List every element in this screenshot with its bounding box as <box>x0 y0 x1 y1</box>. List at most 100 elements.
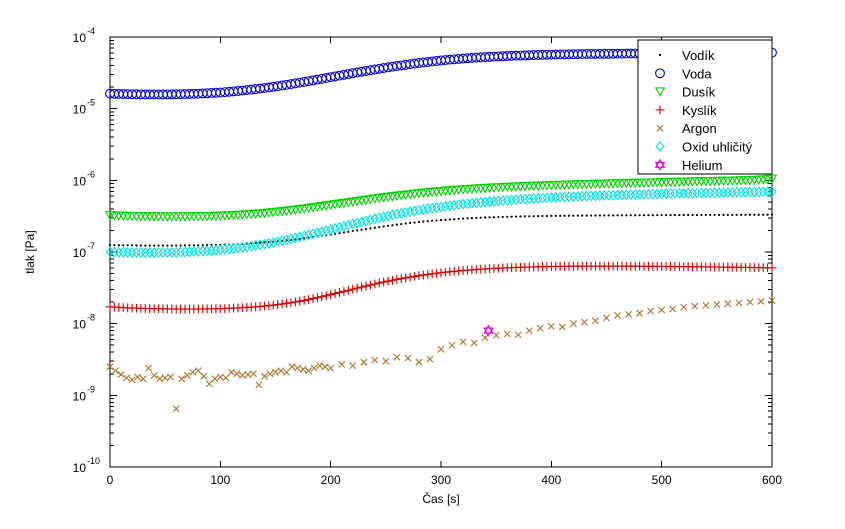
legend-item-argon[interactable]: Argon <box>656 121 717 136</box>
data-point-marker-dot <box>170 244 173 247</box>
triangle-down-marker <box>179 212 191 222</box>
data-point-marker-plus <box>348 284 358 294</box>
cross-marker-b <box>371 356 379 364</box>
data-point-marker-cross <box>735 299 743 307</box>
data-point-marker-dot <box>585 214 588 217</box>
triangle-down-marker <box>197 212 208 222</box>
legend-item-dus-k[interactable]: Dusík <box>654 85 716 100</box>
cross-marker-b <box>145 364 153 372</box>
data-point-marker-diamond <box>441 200 450 212</box>
data-point-marker-plus <box>361 281 371 291</box>
dot-marker <box>740 213 743 216</box>
data-point-marker-triangle-down <box>175 212 186 222</box>
triangle-down-marker <box>532 181 544 191</box>
data-point-marker-cross <box>321 363 329 371</box>
triangle-down-marker <box>638 178 650 188</box>
data-point-marker-dot <box>695 213 699 217</box>
data-point-marker-cross <box>139 375 147 383</box>
data-point-marker-hexagram <box>483 324 494 337</box>
data-point-marker-cross <box>227 368 235 376</box>
dot-marker <box>656 214 659 217</box>
data-point-marker-plus <box>365 280 375 290</box>
data-point-marker-cross <box>656 124 664 132</box>
triangle-down-marker <box>678 177 689 188</box>
data-point-marker-plus <box>326 290 336 300</box>
legend-item-vod-k[interactable]: Vodík <box>658 48 715 63</box>
data-point-marker-dot <box>673 214 676 217</box>
data-point-marker-dot <box>563 214 566 217</box>
data-point-marker-cross <box>558 323 566 331</box>
cross-marker-b <box>233 370 241 378</box>
data-point-marker-cross <box>255 381 263 389</box>
data-point-marker-dot <box>179 244 182 247</box>
data-point-marker-dot <box>545 214 549 218</box>
legend-item-kysl-k[interactable]: Kyslík <box>655 103 718 118</box>
data-point-marker-plus <box>383 276 393 286</box>
dot-marker <box>585 214 588 217</box>
y-tick-label-mantissa: 10 <box>73 103 87 117</box>
diamond-marker <box>498 195 508 207</box>
data-point-marker-dot <box>656 214 659 217</box>
data-point-marker-plus <box>357 282 366 292</box>
dot-marker <box>722 213 725 216</box>
cross-marker-b <box>211 375 219 383</box>
cross-marker-b <box>178 375 186 383</box>
data-point-marker-dot <box>369 227 372 230</box>
dot-marker <box>620 214 624 217</box>
data-point-marker-dot <box>559 214 562 217</box>
data-point-marker-cross <box>614 311 622 320</box>
series-argon <box>106 297 776 413</box>
dot-marker <box>607 214 610 217</box>
data-point-marker-cross <box>625 310 633 318</box>
data-point-marker-dot <box>598 214 601 217</box>
diamond-marker <box>449 199 459 211</box>
data-point-marker-triangle-down <box>740 176 751 186</box>
data-point-marker-triangle-down <box>131 212 142 222</box>
legend-item-voda[interactable]: Voda <box>655 66 713 81</box>
data-point-marker-dot <box>664 214 668 217</box>
dot-marker <box>638 214 641 217</box>
legend-item-oxid-uhli-it-[interactable]: Oxid uhličitý <box>655 140 753 155</box>
data-point-marker-cross <box>128 376 136 384</box>
data-point-marker-triangle-down <box>144 212 155 222</box>
triangle-down-marker <box>713 176 725 187</box>
data-point-marker-diamond <box>463 198 472 210</box>
diamond-marker <box>215 244 225 256</box>
legend-item-helium[interactable]: Helium <box>654 158 723 173</box>
dot-marker <box>148 244 151 247</box>
triangle-down-marker <box>669 177 681 188</box>
data-point-marker-triangle-down <box>718 176 729 187</box>
data-point-marker-dot <box>766 213 769 216</box>
triangle-down-marker <box>223 211 235 221</box>
data-point-marker-cross <box>194 367 202 375</box>
data-point-marker-cross <box>371 356 379 364</box>
cross-marker-b <box>316 362 324 370</box>
dot-marker <box>206 244 209 247</box>
triangle-down-marker <box>654 87 666 97</box>
data-point-marker-triangle-down <box>581 180 592 190</box>
dot-marker <box>192 244 195 247</box>
dot-marker <box>687 213 690 217</box>
data-point-marker-triangle-down <box>122 211 133 222</box>
dot-marker <box>669 214 672 217</box>
data-point-marker-triangle-down <box>682 177 694 187</box>
data-point-marker-triangle-down <box>113 211 125 221</box>
data-point-marker-plus <box>343 285 353 295</box>
data-point-marker-triangle-down <box>501 182 513 193</box>
data-point-marker-cross <box>437 345 445 353</box>
triangle-down-marker <box>201 212 213 222</box>
data-point-marker-dot <box>386 224 390 227</box>
data-point-marker-diamond <box>290 232 300 244</box>
data-point-marker-triangle-down <box>184 212 195 222</box>
data-point-marker-diamond <box>295 231 305 243</box>
diamond-marker <box>489 195 499 207</box>
dot-marker <box>567 214 571 217</box>
data-point-marker-plus <box>392 274 402 284</box>
dot-marker <box>634 214 637 217</box>
triangle-down-marker <box>550 180 561 191</box>
data-point-marker-diamond <box>304 229 313 241</box>
cross-marker-b <box>503 330 511 338</box>
y-tick-label: 10 -10 <box>73 456 100 475</box>
dot-marker <box>161 244 165 247</box>
data-point-marker-diamond <box>467 197 477 209</box>
